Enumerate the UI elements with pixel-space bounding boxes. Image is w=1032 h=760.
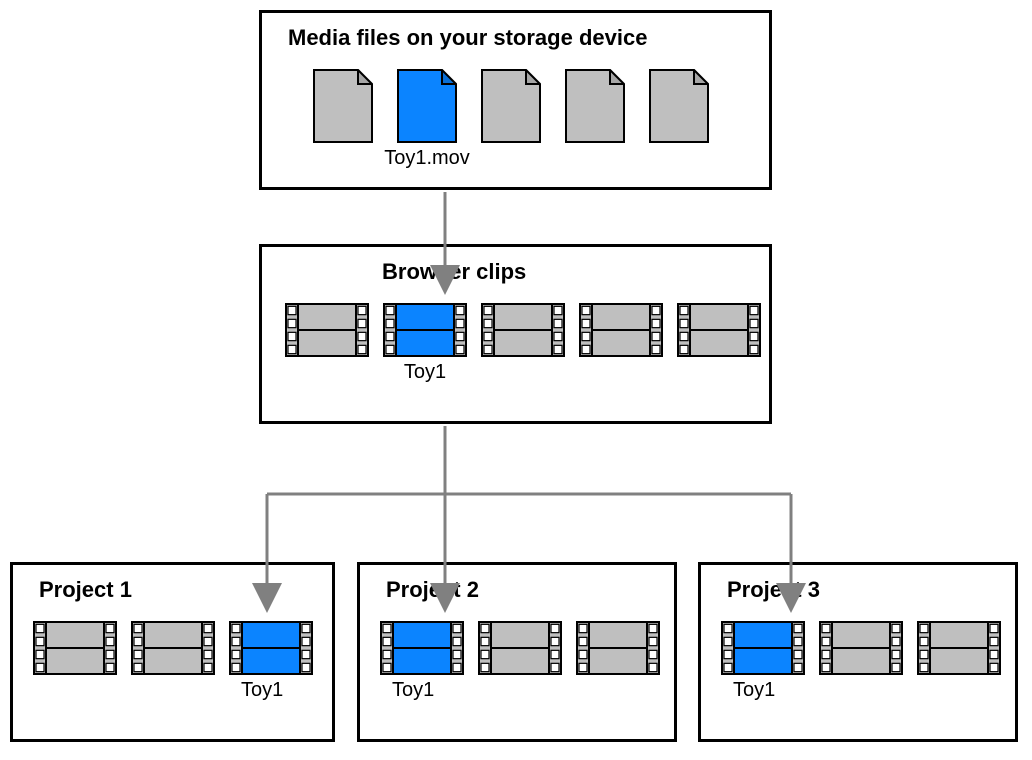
arrow-browser-fork xyxy=(0,0,1032,760)
